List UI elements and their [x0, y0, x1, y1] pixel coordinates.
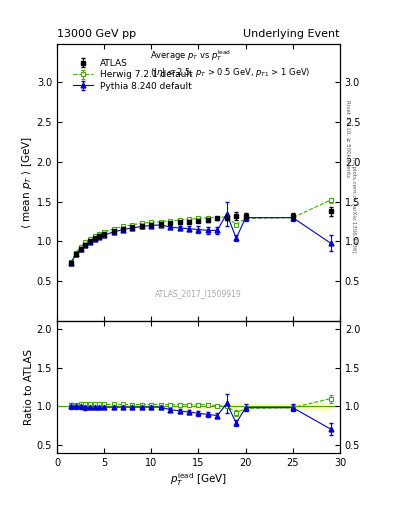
X-axis label: $p_T^{\rm lead}$ [GeV]: $p_T^{\rm lead}$ [GeV]: [170, 471, 227, 487]
Y-axis label: $\langle$ mean $p_T$ $\rangle$ [GeV]: $\langle$ mean $p_T$ $\rangle$ [GeV]: [20, 136, 34, 229]
Text: 13000 GeV pp: 13000 GeV pp: [57, 29, 136, 39]
Legend: ATLAS, Herwig 7.2.1 default, Pythia 8.240 default: ATLAS, Herwig 7.2.1 default, Pythia 8.24…: [70, 56, 195, 93]
Text: Rivet 3.1.10, ≥ 500k events: Rivet 3.1.10, ≥ 500k events: [345, 100, 350, 177]
Y-axis label: Ratio to ATLAS: Ratio to ATLAS: [24, 349, 34, 425]
Text: Average $p_T$ vs $p_T^{\rm lead}$
($|\eta|$ < 2.5, $p_T$ > 0.5 GeV, $p_{T1}$ > 1: Average $p_T$ vs $p_T^{\rm lead}$ ($|\et…: [151, 48, 311, 79]
Text: Underlying Event: Underlying Event: [243, 29, 340, 39]
Text: mcplots.cern.ch [arXiv:1306.3436]: mcplots.cern.ch [arXiv:1306.3436]: [351, 157, 356, 252]
Text: ATLAS_2017_I1509919: ATLAS_2017_I1509919: [155, 289, 242, 298]
